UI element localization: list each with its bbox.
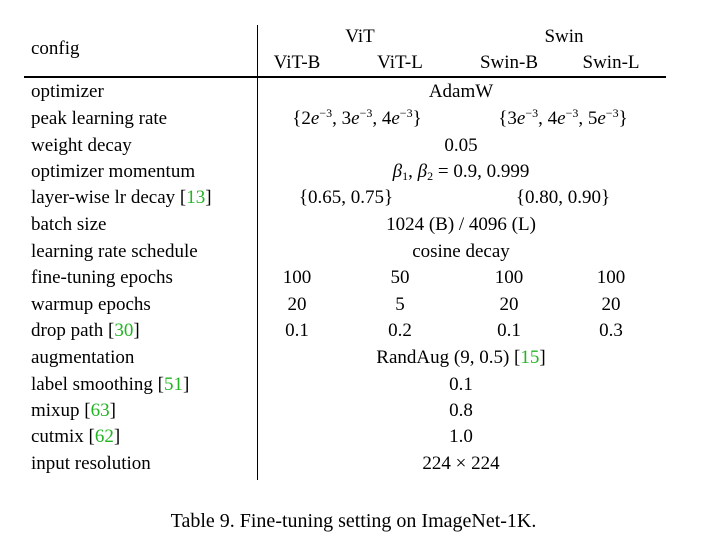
- value-cutmix: 1.0: [449, 426, 473, 447]
- header-swin-b: Swin-B: [479, 52, 539, 73]
- value-weight-decay: 0.05: [444, 135, 478, 156]
- value-ft-epochs-swin-l: 100: [596, 267, 626, 288]
- value-optimizer: AdamW: [428, 81, 494, 102]
- value-drop-path-vit-l: 0.2: [388, 320, 412, 341]
- citation-63[interactable]: 63: [90, 400, 110, 421]
- value-peak-lr-vit: {2e−3, 3e−3, 4e−3}: [292, 106, 422, 129]
- header-swin-l: Swin-L: [582, 52, 640, 73]
- row-label-weight-decay: weight decay: [31, 135, 132, 156]
- value-schedule: cosine decay: [412, 241, 510, 262]
- row-label-ft-epochs: fine-tuning epochs: [31, 267, 173, 288]
- value-peak-lr-swin: {3e−3, 4e−3, 5e−3}: [498, 106, 628, 129]
- row-label-peak-lr: peak learning rate: [31, 108, 168, 129]
- value-ft-epochs-vit-b: 100: [282, 267, 312, 288]
- value-momentum: β1, β2 = 0.9, 0.999: [392, 161, 530, 183]
- row-label-schedule: learning rate schedule: [31, 241, 198, 262]
- row-label-input-res: input resolution: [31, 453, 151, 474]
- value-warmup-swin-l: 20: [601, 294, 621, 315]
- citation-30[interactable]: 30: [114, 320, 134, 341]
- value-label-smoothing: 0.1: [449, 374, 473, 395]
- row-label-mixup: mixup [63]: [31, 400, 116, 421]
- citation-51[interactable]: 51: [163, 374, 183, 395]
- header-rule: [24, 76, 666, 78]
- header-config: config: [31, 38, 80, 59]
- header-vit-b: ViT-B: [273, 52, 321, 73]
- row-label-drop-path: drop path [30]: [31, 320, 140, 341]
- value-ft-epochs-vit-l: 50: [390, 267, 410, 288]
- row-label-batch-size: batch size: [31, 214, 107, 235]
- value-augmentation: RandAug (9, 0.5) [15]: [376, 347, 546, 368]
- citation-15[interactable]: 15: [520, 347, 540, 368]
- header-vit-l: ViT-L: [377, 52, 423, 73]
- value-input-res: 224 × 224: [422, 453, 500, 474]
- column-divider: [257, 25, 258, 480]
- row-label-warmup: warmup epochs: [31, 294, 151, 315]
- value-mixup: 0.8: [449, 400, 473, 421]
- citation-62[interactable]: 62: [94, 426, 114, 447]
- value-warmup-swin-b: 20: [499, 294, 519, 315]
- value-warmup-vit-l: 5: [395, 294, 405, 315]
- header-swin: Swin: [544, 26, 584, 47]
- citation-13[interactable]: 13: [186, 187, 206, 208]
- row-label-cutmix: cutmix [62]: [31, 426, 121, 447]
- value-drop-path-vit-b: 0.1: [285, 320, 309, 341]
- value-warmup-vit-b: 20: [287, 294, 307, 315]
- table-caption: Table 9. Fine-tuning setting on ImageNet…: [170, 510, 537, 532]
- row-label-optimizer: optimizer: [31, 81, 104, 102]
- value-batch-size: 1024 (B) / 4096 (L): [386, 214, 536, 235]
- row-label-augmentation: augmentation: [31, 347, 135, 368]
- value-layer-decay-vit: {0.65, 0.75}: [298, 187, 394, 208]
- row-label-layer-decay: layer-wise lr decay [13]: [31, 187, 212, 208]
- header-vit: ViT: [345, 26, 375, 47]
- value-drop-path-swin-l: 0.3: [599, 320, 623, 341]
- row-label-label-smoothing: label smoothing [51]: [31, 374, 190, 395]
- row-label-momentum: optimizer momentum: [31, 161, 196, 182]
- value-layer-decay-swin: {0.80, 0.90}: [515, 187, 611, 208]
- value-ft-epochs-swin-b: 100: [494, 267, 524, 288]
- value-drop-path-swin-b: 0.1: [497, 320, 521, 341]
